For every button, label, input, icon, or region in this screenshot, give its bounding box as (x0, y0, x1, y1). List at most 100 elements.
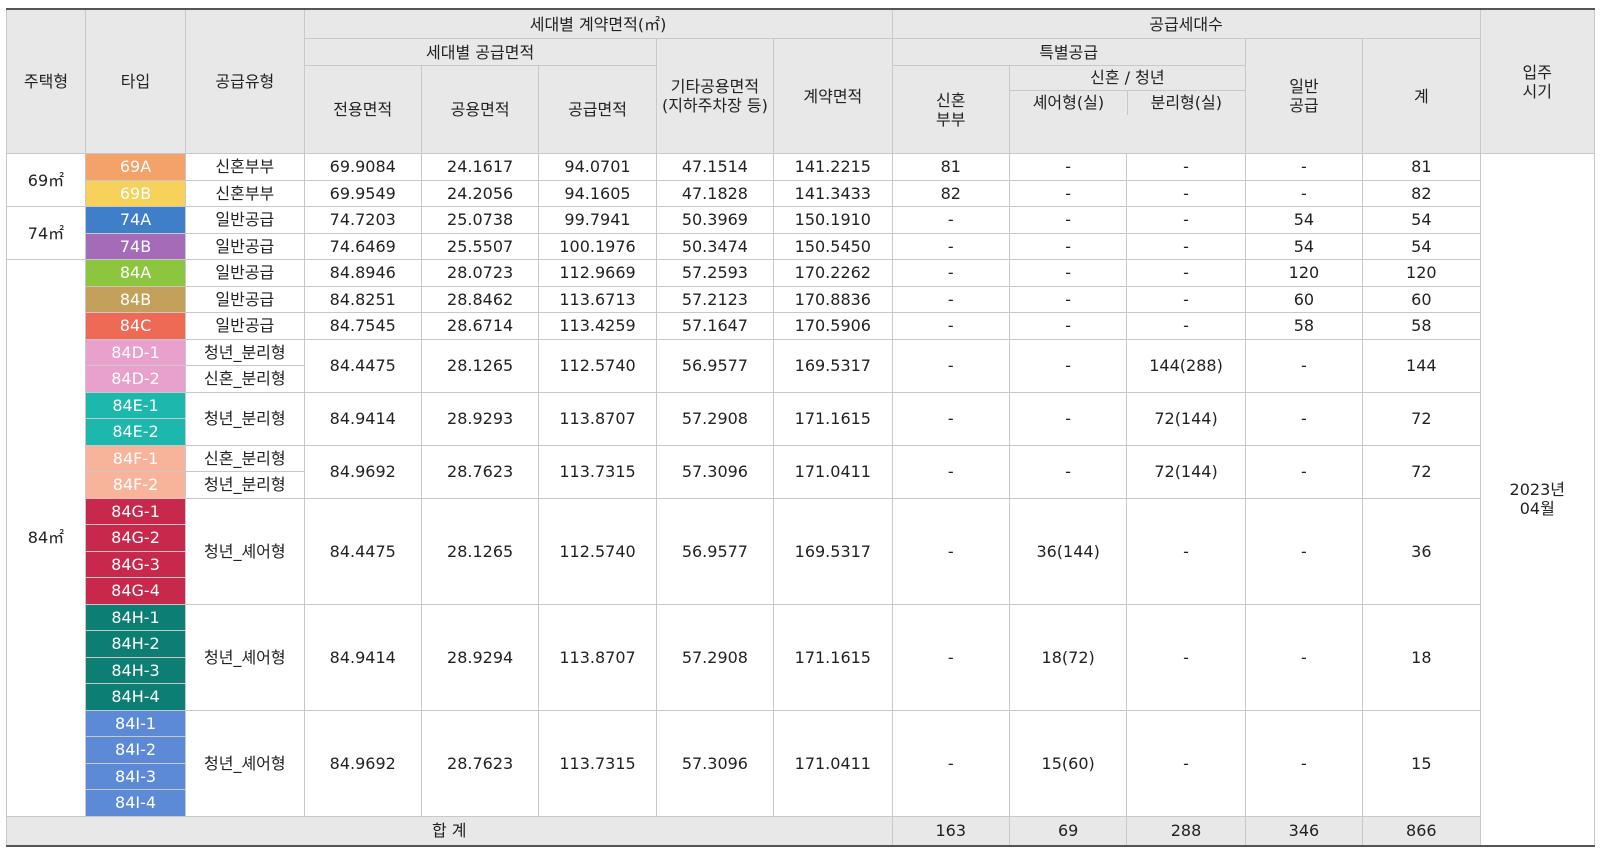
table-row: 84C 일반공급 84.7545 28.6714 113.4259 57.1647 170.… (7, 312, 1595, 340)
share-type-cell: - (1008, 285, 1128, 313)
type-swatch-cell: 84H-4 (84, 683, 187, 711)
separate-type-cell: - (1126, 285, 1246, 313)
total-cell: 18 (1362, 603, 1481, 711)
general-supply-cell: - (1244, 444, 1364, 499)
supply-area-cell: 112.5740 (538, 497, 657, 605)
supply-type-cell: 청년_분리형 (185, 471, 305, 499)
table-row: 84F-1 신혼_분리형 84.9692 28.7623 113.7315 57.3096… (7, 444, 1595, 499)
supply-area-cell: 113.6713 (538, 285, 657, 313)
contract-area-cell: 150.1910 (773, 206, 893, 234)
other-common-area-cell: 57.2908 (655, 391, 775, 446)
table-row: 84G-3 (7, 550, 1595, 578)
totals-share-type: 69 (1008, 815, 1128, 846)
total-cell: 54 (1362, 206, 1481, 234)
table-row: 84H-4 (7, 683, 1595, 711)
exclusive-area-cell: 84.9692 (303, 709, 422, 817)
share-type-cell: - (1008, 179, 1128, 207)
supply-area-cell: 99.7941 (538, 206, 657, 234)
newlywed-couple-cell: - (891, 338, 1010, 393)
header-housing-type: 주택형 (6, 8, 86, 154)
type-swatch-cell: 84F-2 (84, 471, 187, 499)
separate-type-cell: 72(144) (1126, 391, 1246, 446)
separate-type-cell: - (1126, 259, 1246, 287)
other-common-area-cell: 57.3096 (655, 709, 775, 817)
common-area-cell: 28.7623 (420, 709, 540, 817)
header-newlywed-couple: 신혼 부부 (891, 65, 1010, 154)
total-cell: 15 (1362, 709, 1481, 817)
type-swatch-cell: 84I-3 (84, 762, 187, 790)
totals-separate-type: 288 (1126, 815, 1246, 846)
supply-table: 주택형 타입 공급유형 세대별 계약면적(㎡) 공급세대수 입주 시기 세대별 … (6, 8, 1596, 847)
general-supply-cell: - (1244, 391, 1364, 446)
supply-type-cell: 청년_셰어형 (185, 709, 305, 817)
header-separate-type: 분리형(실) (1150, 93, 1222, 112)
table-row: 84G-4 (7, 577, 1595, 605)
header-general-supply: 일반 공급 (1244, 38, 1364, 154)
contract-area-cell: 171.1615 (773, 603, 893, 711)
newlywed-couple-cell: - (891, 444, 1010, 499)
other-common-area-cell: 50.3969 (655, 206, 775, 234)
supply-area-cell: 113.8707 (538, 603, 657, 711)
supply-type-cell: 청년_분리형 (185, 391, 305, 446)
table-row: 84F-2 청년_분리형 (7, 471, 1595, 499)
supply-type-cell: 일반공급 (185, 232, 305, 260)
common-area-cell: 28.1265 (420, 338, 540, 393)
table-row: 69㎡ 69A 신혼부부 69.9084 24.1617 94.0701 47.1514 14… (6, 153, 1596, 846)
supply-type-cell: 일반공급 (185, 206, 305, 234)
type-swatch-cell: 84G-4 (84, 577, 187, 605)
total-cell: 72 (1362, 444, 1481, 499)
type-swatch-cell: 74B (84, 232, 187, 260)
common-area-cell: 28.9293 (420, 391, 540, 446)
supply-type-cell: 신혼부부 (185, 179, 305, 207)
type-swatch-cell: 84C (84, 312, 187, 340)
share-type-cell: 18(72) (1008, 603, 1128, 711)
total-cell: 60 (1362, 285, 1481, 313)
exclusive-area-cell: 84.9692 (303, 444, 422, 499)
contract-area-cell: 170.2262 (773, 259, 893, 287)
supply-type-cell: 일반공급 (185, 259, 305, 287)
header-exclusive-area: 전용면적 (303, 65, 422, 154)
newlywed-couple-cell: - (891, 285, 1010, 313)
type-swatch-cell: 84I-2 (84, 736, 187, 764)
supply-area-cell: 113.7315 (538, 709, 657, 817)
share-type-cell: - (1008, 206, 1128, 234)
common-area-cell: 25.0738 (420, 206, 540, 234)
supply-area-cell: 113.4259 (538, 312, 657, 340)
table-row: 84B 일반공급 84.8251 28.8462 113.6713 57.2123 170.… (7, 285, 1595, 313)
common-area-cell: 28.1265 (420, 497, 540, 605)
housing-type-cell: 69㎡ (6, 153, 86, 207)
common-area-cell: 28.0723 (420, 259, 540, 287)
separate-type-cell: - (1126, 206, 1246, 234)
totals-total: 866 (1362, 815, 1481, 846)
header-contract-area-col: 계약면적 (773, 38, 893, 154)
exclusive-area-cell: 84.9414 (303, 603, 422, 711)
share-type-cell: - (1008, 259, 1128, 287)
supply-table-container: 주택형 타입 공급유형 세대별 계약면적(㎡) 공급세대수 입주 시기 세대별 … (6, 8, 1596, 847)
contract-area-cell: 141.2215 (773, 153, 893, 181)
table-header: 주택형 타입 공급유형 세대별 계약면적(㎡) 공급세대수 입주 시기 세대별 … (6, 8, 1596, 154)
supply-area-cell: 94.0701 (538, 153, 657, 181)
separate-type-cell: 144(288) (1126, 338, 1246, 393)
contract-area-cell: 171.1615 (773, 391, 893, 446)
newlywed-couple-cell: - (891, 391, 1010, 446)
contract-area-cell: 170.8836 (773, 285, 893, 313)
type-swatch-cell: 84H-1 (84, 603, 187, 631)
supply-type-cell: 일반공급 (185, 312, 305, 340)
other-common-area-cell: 47.1828 (655, 179, 775, 207)
general-supply-cell: - (1244, 603, 1364, 711)
exclusive-area-cell: 69.9549 (303, 179, 422, 207)
general-supply-cell: - (1244, 179, 1364, 207)
totals-general-supply: 346 (1244, 815, 1364, 846)
general-supply-cell: - (1244, 338, 1364, 393)
table-row: 84E-2 (7, 418, 1595, 446)
table-body: 69㎡ 69A 신혼부부 69.9084 24.1617 94.0701 47.1514 14… (6, 153, 1596, 846)
exclusive-area-cell: 84.4475 (303, 497, 422, 605)
type-swatch-cell: 84D-2 (84, 365, 187, 393)
table-row: 84㎡ 84A 일반공급 84.8946 28.0723 112.9669 57.2593 1… (6, 259, 1595, 817)
table-row: 74㎡ 74A 일반공급 74.7203 25.0738 99.7941 50.3969 15… (6, 206, 1595, 260)
table-row: 84I-2 (7, 736, 1595, 764)
total-cell: 54 (1362, 232, 1481, 260)
type-swatch-cell: 84G-1 (84, 497, 187, 525)
type-swatch-cell: 74A (84, 206, 187, 234)
housing-type-cell: 84㎡ (6, 259, 86, 817)
